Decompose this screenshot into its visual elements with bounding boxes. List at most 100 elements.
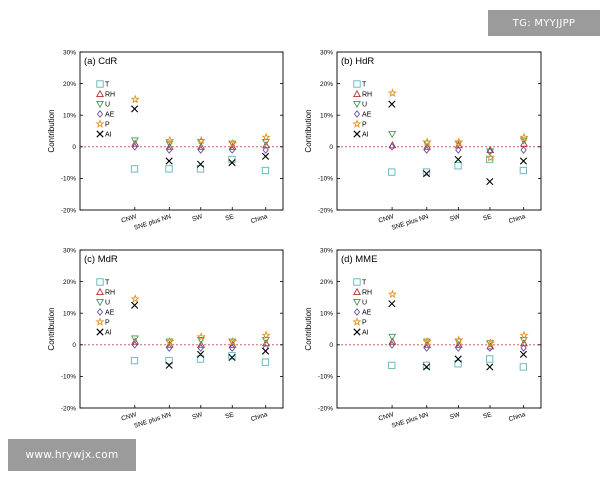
y-tick-label: 10% [320,113,333,120]
data-point [387,88,398,98]
x-tick-label: SW [191,411,204,421]
y-tick-label: -10% [61,176,76,183]
legend-label: T [105,280,110,287]
data-point-stroke-b [519,350,528,358]
y-tick-label: -10% [318,374,333,381]
y-tick-label: 20% [320,81,333,88]
data-point [165,142,174,150]
data-point-stroke-b [165,157,173,165]
data-point [197,340,206,348]
data-point [388,300,396,308]
data-point [165,356,173,365]
series-t [130,352,270,366]
legend-marker-t [96,80,104,88]
y-tick-label: 30% [63,49,76,56]
data-point [130,165,139,173]
series-ae [388,142,527,156]
data-point [454,162,462,170]
data-point [228,138,238,148]
legend-label: P [105,320,110,327]
legend-marker-p [352,119,362,128]
legend-marker-t [353,80,361,88]
data-point [197,146,204,154]
data-point-stroke-b [454,355,462,363]
data-point [166,146,173,154]
watermark-website: www.hrywjx.com [8,439,136,471]
y-tick-label: 10% [63,311,76,318]
y-tick-label: 0 [329,144,333,151]
data-point [196,350,205,358]
data-point-stroke-b [422,170,431,178]
data-point [519,350,528,358]
data-point [196,332,206,341]
legend-marker-u [96,100,104,109]
data-point [165,336,175,346]
legend-label: RH [105,290,115,297]
data-point [422,168,431,176]
legend-marker-ai [96,328,104,336]
data-point [197,344,204,352]
legend-label: P [362,320,367,327]
data-point [422,170,431,178]
y-tick-label: -20% [318,405,333,412]
data-point-stroke-b [486,177,494,186]
legend-marker-ae [96,308,104,316]
data-point [262,146,269,154]
plot-frame [79,51,284,211]
legend-label: AI [105,330,112,337]
data-point-stroke-b [196,350,205,358]
series-p [130,294,271,346]
data-point [131,340,138,349]
data-point [520,146,527,154]
legend-marker-t [353,278,361,286]
legend-marker-p [352,317,362,326]
data-point [131,337,140,345]
data-point-stroke-b [454,155,462,164]
data-point [165,361,173,369]
legend-marker-ai-stroke-b [353,328,361,336]
legend-marker-p [95,119,105,128]
data-point [454,360,462,368]
data-point [131,105,139,113]
data-point [422,363,431,371]
legend-label: T [362,82,367,89]
data-point [261,330,271,340]
y-tick-label: 20% [63,81,76,88]
data-point [486,363,494,371]
data-point [519,139,528,147]
data-point [130,137,139,145]
y-tick-label: 30% [63,247,76,254]
data-point [519,330,529,340]
data-point [388,361,396,369]
legend-marker-u [353,100,361,109]
data-point [388,142,396,151]
x-tick-label: China [250,213,269,225]
data-point [196,337,205,345]
legend-label: RH [105,92,115,99]
data-point [261,152,270,160]
x-tick-label: SE [224,213,235,223]
panel-4: 30% 20% 10% 0 -10% -20% Contribution (d) MME CNW… [304,247,542,430]
data-point-stroke-b [196,160,205,168]
legend-label: AI [362,132,369,139]
x-tick-label: SNE plus NN [133,213,172,232]
legend-marker-ai-stroke-b [353,130,361,138]
data-point [454,335,464,344]
data-point-stroke-b [228,353,236,362]
series-ai [388,100,528,186]
legend: T RH U AE P AI [95,278,115,337]
legend-label: AI [105,132,112,139]
legend-marker-ae [96,110,104,118]
data-point [454,355,462,363]
legend-marker-ai [96,130,104,138]
plot-frame [336,51,542,211]
series-ae [388,340,527,352]
data-point [261,358,270,366]
series-ai [131,105,270,168]
data-point [229,344,236,352]
x-tick-label: SNE plus NN [133,411,172,430]
y-tick-label: 0 [72,144,76,151]
data-point-stroke-b [228,159,236,167]
x-tick-label: SW [191,213,204,223]
panel-title: (d) MME [341,254,377,265]
